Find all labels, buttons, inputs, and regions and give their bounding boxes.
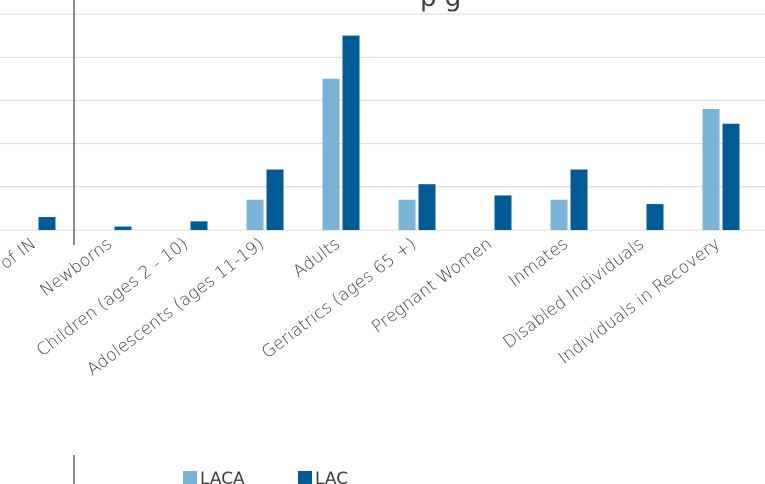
bar-laca-9 bbox=[702, 109, 720, 230]
category-label-0: e of IN bbox=[0, 234, 40, 283]
category-label-4: Adults bbox=[290, 234, 344, 282]
legend-label-lac: LAC bbox=[315, 469, 348, 484]
bar-lac-1 bbox=[114, 226, 132, 230]
chart-title: p g bbox=[420, 0, 461, 13]
bar-laca-5 bbox=[398, 199, 416, 230]
bar-lac-8 bbox=[646, 204, 664, 230]
category-label-8: Disabled Individuals bbox=[499, 234, 648, 353]
bar-lac-6 bbox=[494, 195, 512, 230]
legend: LACA LAC bbox=[183, 469, 348, 484]
bar-lac-9 bbox=[722, 123, 740, 230]
bar-lac-3 bbox=[266, 169, 284, 230]
bar-lac-5 bbox=[418, 184, 436, 230]
bar-laca-4 bbox=[322, 78, 340, 230]
legend-label-laca: LACA bbox=[200, 469, 245, 484]
gridlines bbox=[0, 13, 765, 231]
bar-lac-7 bbox=[570, 169, 588, 230]
bar-lac-2 bbox=[190, 221, 208, 230]
legend-swatch-lac bbox=[298, 471, 312, 484]
bar-lac-0 bbox=[38, 217, 56, 230]
bar-lac-4 bbox=[342, 35, 360, 230]
bars bbox=[38, 35, 740, 230]
bar-laca-7 bbox=[550, 199, 568, 230]
bar-laca-3 bbox=[246, 199, 264, 230]
legend-swatch-laca bbox=[183, 471, 197, 484]
category-label-7: Inmates bbox=[505, 234, 572, 291]
